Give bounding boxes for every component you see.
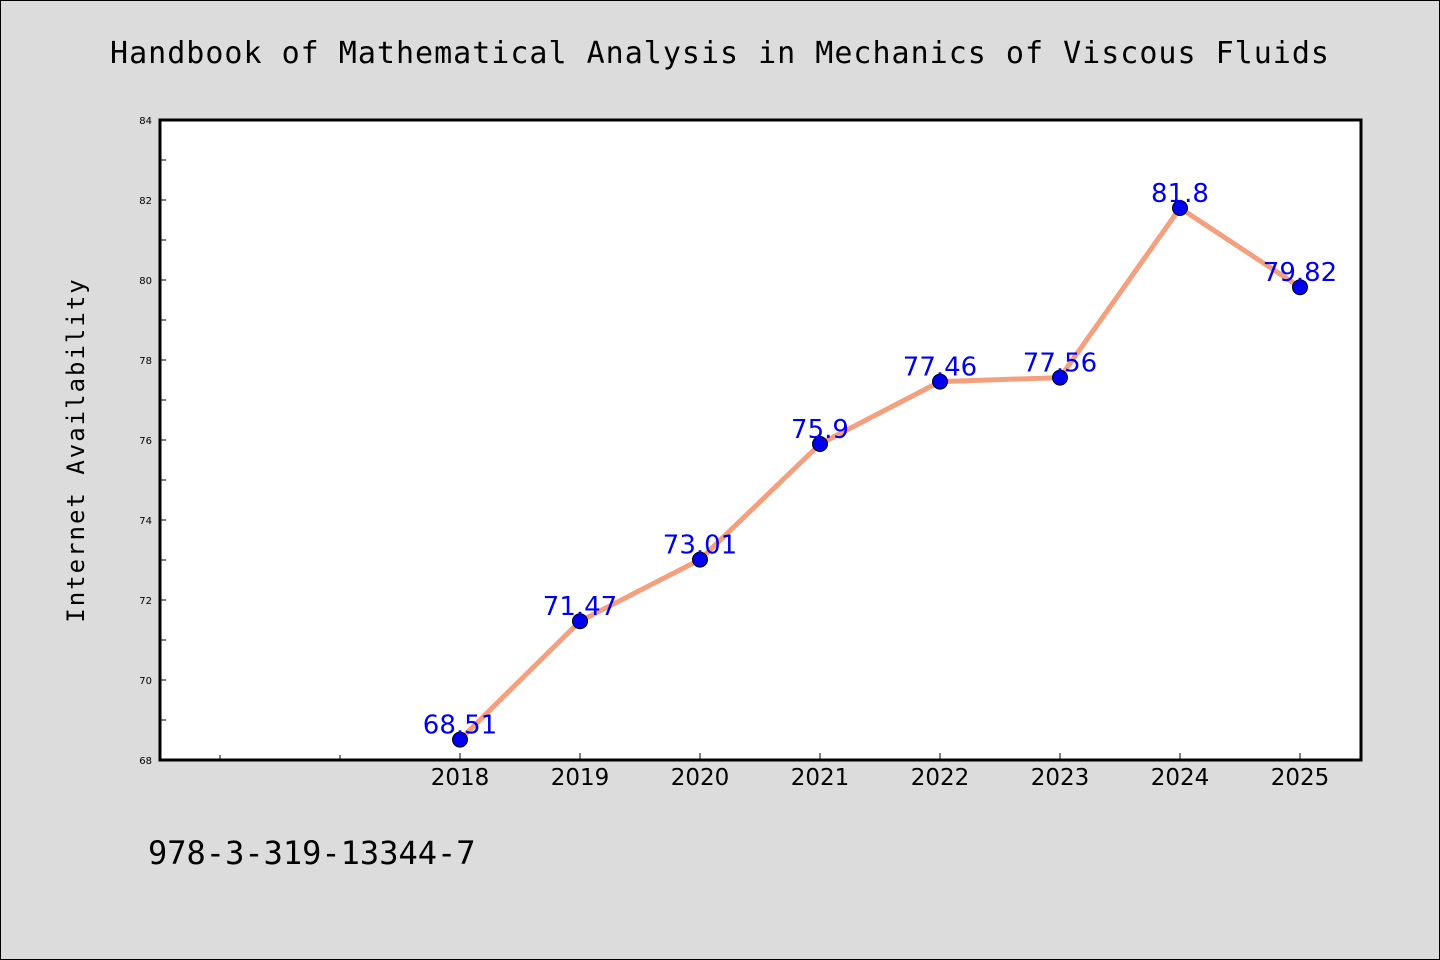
data-label: 77.46: [903, 353, 977, 383]
series-line: [457, 205, 1303, 743]
data-label: 73.01: [663, 531, 737, 561]
data-point: [452, 731, 468, 748]
x-axis: 2018 2019 2020 2021 2022 2023 2024 2025: [219, 753, 1330, 791]
x-tick-label: 2021: [791, 765, 850, 791]
isbn-footer: 978-3-319-13344-7: [148, 834, 476, 872]
chart-title: Handbook of Mathematical Analysis in Mec…: [110, 36, 1330, 71]
data-point: [1292, 279, 1308, 296]
y-tick-label: 78: [139, 356, 152, 367]
x-tick-label: 2018: [431, 765, 490, 791]
x-tick-label: 2025: [1271, 765, 1330, 791]
plot-area: [158, 118, 1363, 762]
y-tick-label: 72: [139, 596, 152, 607]
data-label: 68.51: [423, 711, 497, 741]
data-point: [572, 613, 588, 630]
x-tick-label: 2023: [1031, 765, 1090, 791]
data-label: 77.56: [1023, 349, 1097, 379]
x-tick-label: 2019: [551, 765, 610, 791]
y-tick-label: 70: [139, 676, 152, 687]
data-labels: 68.51 71.47 73.01 75.9 77.46 77.56 81.8 79.82: [423, 179, 1337, 741]
data-point: [692, 551, 708, 568]
y-tick-label: 76: [139, 436, 152, 447]
data-label: 75.9: [791, 415, 849, 445]
y-axis: 68 70 72 74 76 78 80 82 84: [139, 116, 166, 767]
x-tick-label: 2022: [911, 765, 970, 791]
y-tick-label: 84: [139, 116, 152, 127]
data-label: 81.8: [1151, 179, 1209, 209]
x-tick-label: 2024: [1151, 765, 1210, 791]
data-point: [932, 373, 948, 390]
series-line-group: [452, 200, 1308, 748]
data-point: [1052, 369, 1068, 386]
data-label: 79.82: [1263, 258, 1337, 288]
x-tick-label: 2020: [671, 765, 730, 791]
y-tick-label: 74: [139, 516, 152, 527]
data-point: [812, 436, 828, 452]
data-point: [1172, 200, 1188, 216]
y-tick-label: 80: [139, 276, 152, 287]
y-tick-label: 82: [139, 196, 152, 207]
data-label: 71.47: [543, 592, 617, 622]
y-axis-label: Internet Availability: [62, 277, 90, 622]
y-tick-label: 68: [139, 756, 152, 767]
